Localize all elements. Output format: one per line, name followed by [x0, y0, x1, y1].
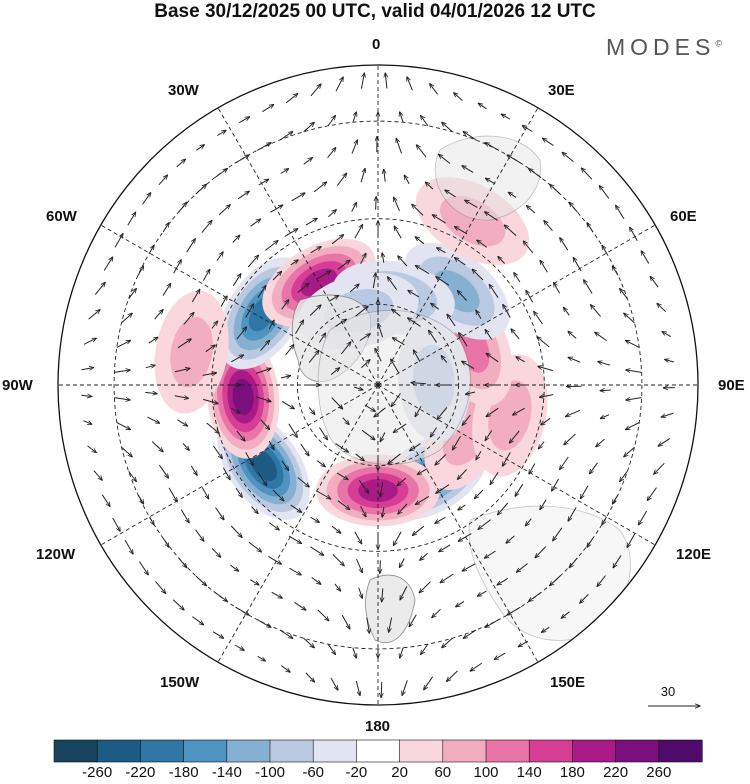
colorbar-swatch	[356, 740, 400, 762]
colorbar-swatch	[572, 740, 616, 762]
colorbar-tick: -140	[212, 764, 242, 781]
colorbar-tick: -60	[302, 764, 324, 781]
wind-vector	[376, 197, 377, 210]
wind-vector	[380, 560, 381, 573]
colorbar-swatch	[616, 740, 660, 762]
lon-label-90e: 90E	[718, 377, 745, 394]
colorbar-swatch	[184, 740, 228, 762]
wind-vector	[600, 390, 611, 391]
colorbar-tick: 260	[646, 764, 671, 781]
colorbar-swatch	[529, 740, 573, 762]
colorbar-tick-labels: -260 -220 -180 -140 -100 -60 -20 20 60 100 140 180 2…	[0, 764, 750, 784]
colorbar	[54, 740, 702, 762]
colorbar-swatch	[400, 740, 444, 762]
colorbar-tick: 140	[517, 764, 542, 781]
colorbar-tick: 220	[603, 764, 628, 781]
colorbar-tick: -260	[82, 764, 112, 781]
lon-label-150w: 150W	[160, 674, 199, 691]
arctic-ocean-shade	[318, 310, 470, 464]
colorbar-tick: -100	[255, 764, 285, 781]
colorbar-swatch	[227, 740, 270, 762]
lon-label-0: 0	[372, 36, 380, 53]
wind-vector	[381, 682, 382, 698]
reference-vector-label: 30	[661, 684, 675, 699]
colorbar-tick: 20	[391, 764, 408, 781]
colorbar-tick: 60	[434, 764, 451, 781]
lon-label-60e: 60E	[670, 208, 697, 225]
colorbar-tick: -20	[346, 764, 368, 781]
lon-label-120w: 120W	[36, 546, 75, 563]
colorbar-swatch	[486, 740, 530, 762]
lon-label-30e: 30E	[548, 82, 575, 99]
colorbar-swatch	[443, 740, 487, 762]
colorbar-tick: -180	[169, 764, 199, 781]
colorbar-swatch	[270, 740, 314, 762]
colorbar-swatch	[97, 740, 141, 762]
lon-label-90w: 90W	[2, 377, 33, 394]
lon-label-120e: 120E	[676, 546, 711, 563]
colorbar-tick: 180	[560, 764, 585, 781]
lon-label-180: 180	[365, 718, 390, 735]
colorbar-swatch	[140, 740, 184, 762]
lon-label-60w: 60W	[46, 208, 77, 225]
colorbar-swatch	[54, 740, 98, 762]
lon-label-150e: 150E	[550, 674, 585, 691]
colorbar-tick: 100	[473, 764, 498, 781]
colorbar-swatch	[313, 740, 357, 762]
colorbar-swatch	[659, 740, 703, 762]
lon-label-30w: 30W	[168, 82, 199, 99]
colorbar-tick: -220	[125, 764, 155, 781]
